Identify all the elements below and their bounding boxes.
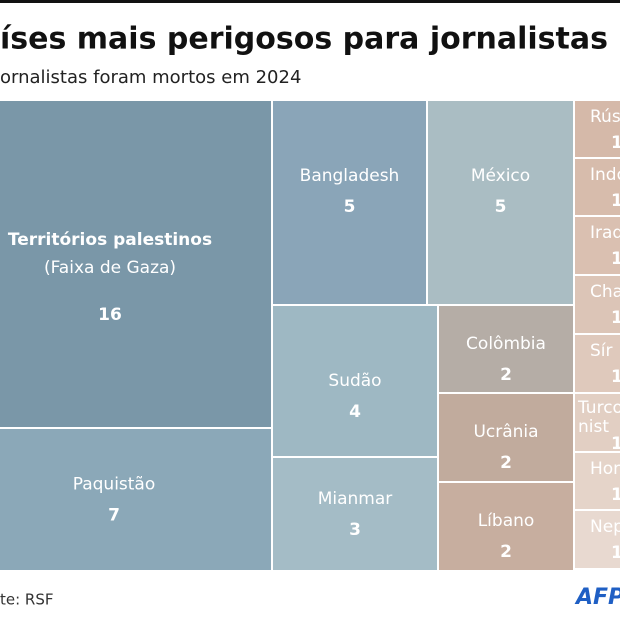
tile	[0, 101, 271, 427]
tile	[575, 453, 620, 509]
tile-label: Líbano	[478, 511, 535, 531]
tile-label: Indon	[590, 165, 620, 185]
tile-label: Cha	[590, 282, 620, 302]
value-label: 1	[611, 191, 620, 211]
tile-label: Bangladesh	[300, 166, 400, 186]
tile	[575, 511, 620, 568]
tile-label: Ucrânia	[473, 422, 538, 442]
tile	[575, 335, 620, 392]
tile-label: Hond	[590, 459, 620, 479]
value-label: 2	[500, 542, 512, 562]
source: te: RSF	[0, 591, 54, 609]
value-label: 1	[611, 367, 620, 387]
tile	[575, 217, 620, 274]
tile	[575, 394, 620, 451]
tile-label: Colômbia	[466, 334, 546, 354]
tile	[0, 429, 271, 570]
value-label: 5	[495, 197, 507, 217]
tile	[439, 306, 573, 392]
value-label: 4	[349, 402, 361, 422]
value-label: 5	[344, 197, 356, 217]
value-label: 1	[611, 133, 620, 153]
chart-title: íses mais perigosos para jornalistas	[0, 22, 608, 57]
tile	[273, 101, 426, 304]
tile	[439, 394, 573, 481]
value-label: 7	[108, 506, 120, 526]
tile-note: (Faixa de Gaza)	[44, 258, 176, 278]
top-rule	[0, 0, 620, 3]
tile	[273, 306, 437, 456]
value-label: 1	[611, 308, 620, 328]
tile-label: Paquistão	[73, 475, 156, 495]
value-label: 1	[611, 249, 620, 269]
logo: AFP	[574, 585, 620, 610]
tile-label: nist	[578, 417, 609, 437]
tile-label: Territórios palestinos	[8, 230, 212, 250]
value-label: 2	[500, 453, 512, 473]
tile-label: Nep	[590, 517, 620, 537]
tile-label: Sudão	[328, 371, 381, 391]
tile	[273, 458, 437, 570]
tile	[575, 101, 620, 157]
value-label: 1	[611, 543, 620, 563]
tile-label: México	[471, 166, 530, 186]
tile	[575, 276, 620, 333]
tile	[428, 101, 573, 304]
value-label: 2	[500, 365, 512, 385]
tile	[439, 483, 573, 570]
tile-label: Turco	[577, 398, 620, 418]
tile-label: Rús	[590, 107, 620, 127]
chart-subtitle: ornalistas foram mortos em 2024	[0, 67, 301, 88]
value-label: 1	[611, 485, 620, 505]
value-label: 1	[611, 434, 620, 454]
value-label: 16	[98, 305, 122, 325]
tile-label: Iraq	[590, 223, 620, 243]
tile-label: Mianmar	[318, 489, 393, 509]
tile-label: Sír	[590, 341, 613, 361]
tile	[575, 159, 620, 215]
value-label: 3	[349, 520, 361, 540]
